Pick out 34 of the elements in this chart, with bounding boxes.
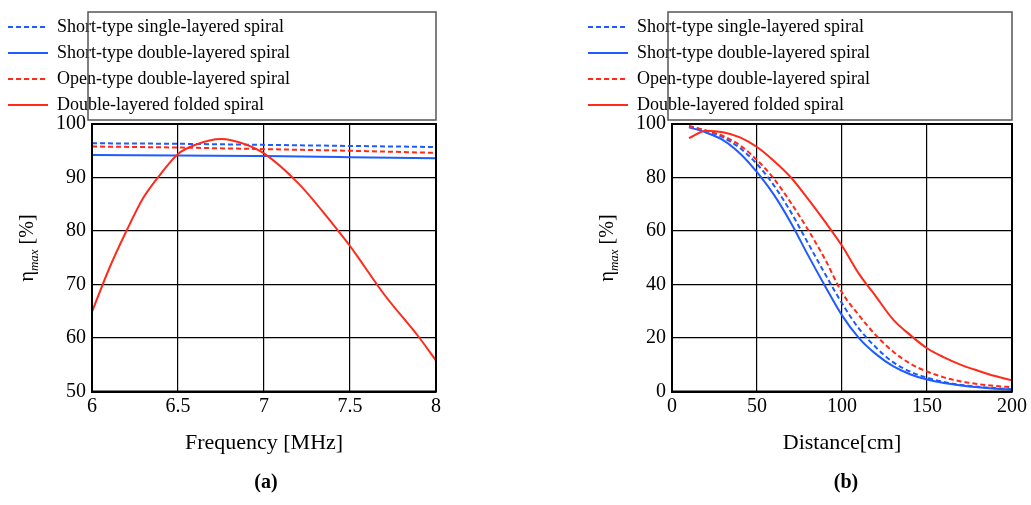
y-tick-label: 20 [646,325,666,348]
legend-label: Short-type single-layered spiral [57,15,284,36]
y-tick-label: 90 [66,164,86,187]
legend-label: Open-type double-layered spiral [637,67,870,88]
y-tick-label: 60 [66,325,86,348]
x-axis-title: Frequency [MHz] [184,428,344,454]
x-tick-label: 100 [827,393,857,416]
y-tick-label: 50 [66,378,86,401]
legend-label: Short-type single-layered spiral [637,15,864,36]
y-tick-label: 60 [646,218,666,241]
legend-label: Short-type double-layered spiral [57,41,290,62]
x-tick-label: 50 [747,393,767,416]
x-tick-label: 7.5 [337,393,363,416]
line-series [92,137,436,362]
x-tick-label: 8 [431,393,441,416]
legend-label: Double-layered folded spiral [57,93,264,114]
x-tick-label: 6 [87,393,97,416]
y-tick-label: 0 [656,378,666,401]
x-tick-label: 6.5 [165,393,191,416]
y-tick-label: 70 [66,271,86,294]
y-tick-label: 80 [66,218,86,241]
x-tick-label: 150 [912,393,942,416]
legend-label: Short-type double-layered spiral [637,41,870,62]
y-tick-label: 40 [646,271,666,294]
legend-label: Open-type double-layered spiral [57,67,290,88]
legend-label: Double-layered folded spiral [637,93,844,114]
x-tick-label: 200 [997,393,1027,416]
text: (a) [253,470,279,493]
y-tick-label: 100 [56,111,86,134]
y-tick-label: 80 [646,164,666,187]
text: (b) [832,470,860,493]
x-tick-label: 7 [259,393,269,416]
y-tick-label: 100 [636,111,666,134]
x-axis-title: Distance[cm] [782,428,902,454]
